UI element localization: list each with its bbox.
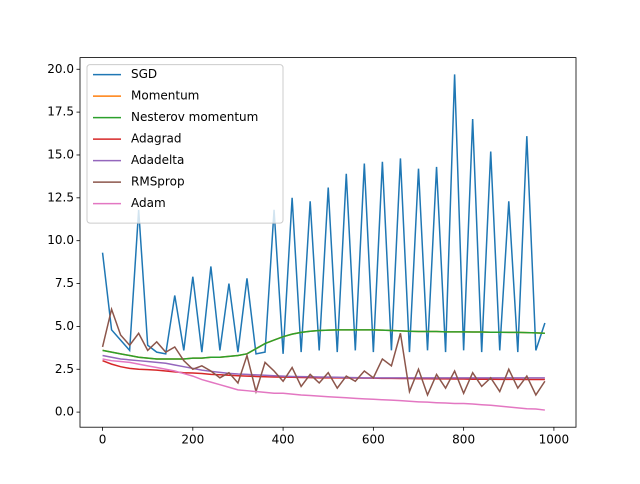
legend-label: RMSprop [131, 175, 185, 189]
series-line [101, 306, 546, 398]
series-line [102, 358, 545, 411]
y-tick-label: 12.5 [47, 190, 74, 204]
y-tick-label: 20.0 [47, 62, 74, 76]
y-tick-label: 2.5 [55, 362, 74, 376]
legend-label: Adadelta [131, 153, 184, 167]
legend-label: SGD [131, 67, 157, 81]
series-line [101, 74, 546, 355]
x-tick-label: 1000 [539, 433, 570, 447]
axes-frame [79, 57, 577, 428]
x-tick-label: 800 [452, 433, 475, 447]
y-tick-label: 7.5 [55, 276, 74, 290]
y-tick-label: 15.0 [47, 147, 74, 161]
y-tick-label: 0.0 [55, 405, 74, 419]
x-tick-label: 200 [181, 433, 204, 447]
y-tick-label: 5.0 [55, 319, 74, 333]
x-tick-label: 600 [362, 433, 385, 447]
series-line [102, 329, 545, 360]
y-tick-label: 17.5 [47, 105, 74, 119]
legend-label: Adam [131, 196, 166, 210]
legend-label: Nesterov momentum [131, 110, 258, 124]
x-tick-label: 400 [272, 433, 295, 447]
legend-label: Adagrad [131, 132, 182, 146]
legend-label: Momentum [131, 89, 199, 103]
x-tick-label: 0 [99, 433, 107, 447]
y-tick-label: 10.0 [47, 233, 74, 247]
legend-box [86, 64, 284, 224]
